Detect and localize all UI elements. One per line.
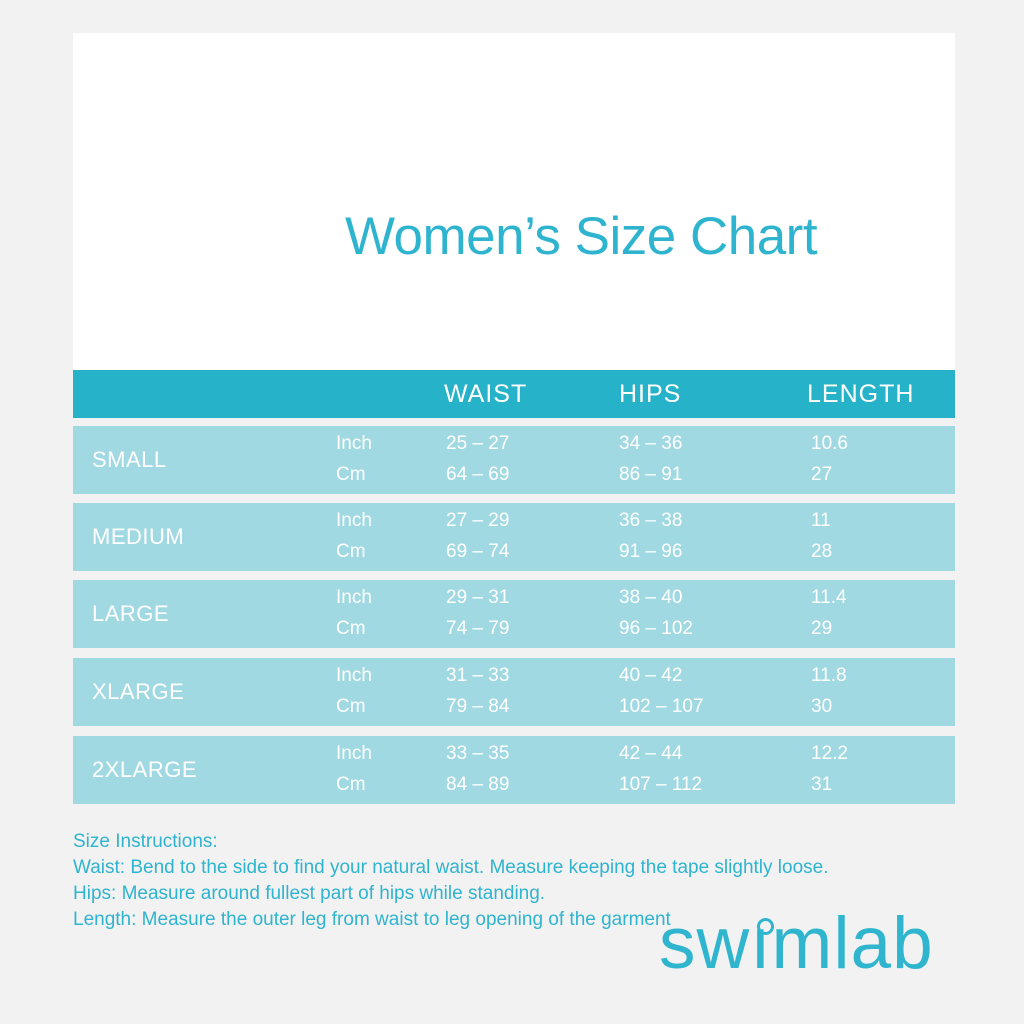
table-row-small: SMALL Inch 25 – 27 34 – 36 10.6 Cm 64 – … bbox=[73, 426, 955, 494]
swimlab-logo: swımlab bbox=[659, 907, 934, 980]
waist-value: 74 – 79 bbox=[446, 618, 510, 639]
cm-line: Cm 69 – 74 91 – 96 28 bbox=[73, 539, 955, 565]
hips-value: 40 – 42 bbox=[619, 665, 683, 686]
waist-value: 64 – 69 bbox=[446, 464, 510, 485]
unit-label: Cm bbox=[336, 618, 366, 639]
unit-label: Cm bbox=[336, 696, 366, 717]
logo-text-part2: mlab bbox=[771, 903, 934, 984]
cm-line: Cm 84 – 89 107 – 112 31 bbox=[73, 772, 955, 798]
title-panel bbox=[73, 33, 955, 370]
length-value: 12.2 bbox=[811, 743, 848, 764]
unit-label: Inch bbox=[336, 665, 372, 686]
size-label: XLARGE bbox=[92, 679, 185, 704]
waist-value: 29 – 31 bbox=[446, 587, 510, 608]
column-header-hips: HIPS bbox=[619, 380, 682, 408]
cm-line: Cm 79 – 84 102 – 107 30 bbox=[73, 694, 955, 720]
size-table-header-bar: WAIST HIPS LENGTH bbox=[73, 370, 955, 418]
size-label: 2XLARGE bbox=[92, 757, 197, 782]
hips-value: 36 – 38 bbox=[619, 510, 683, 531]
hips-value: 96 – 102 bbox=[619, 618, 693, 639]
waist-value: 79 – 84 bbox=[446, 696, 510, 717]
page-title: Women’s Size Chart bbox=[344, 207, 818, 266]
table-row-large: LARGE Inch 29 – 31 38 – 40 11.4 Cm 74 – … bbox=[73, 580, 955, 648]
length-value: 10.6 bbox=[811, 433, 848, 454]
hips-value: 107 – 112 bbox=[619, 774, 703, 795]
logo-text-part1: sw bbox=[659, 903, 751, 984]
length-value: 31 bbox=[811, 774, 833, 795]
hips-value: 34 – 36 bbox=[619, 433, 683, 454]
inch-line: Inch 33 – 35 42 – 44 12.2 bbox=[73, 741, 955, 767]
unit-label: Inch bbox=[336, 743, 372, 764]
hips-value: 86 – 91 bbox=[619, 464, 683, 485]
waist-value: 84 – 89 bbox=[446, 774, 510, 795]
waist-value: 27 – 29 bbox=[446, 510, 510, 531]
length-value: 29 bbox=[811, 618, 833, 639]
hips-value: 38 – 40 bbox=[619, 587, 683, 608]
column-header-length: LENGTH bbox=[807, 380, 915, 408]
hips-instruction: Hips: Measure around fullest part of hip… bbox=[73, 883, 546, 904]
inch-line: Inch 27 – 29 36 – 38 11 bbox=[73, 508, 955, 534]
unit-label: Cm bbox=[336, 774, 366, 795]
length-value: 30 bbox=[811, 696, 833, 717]
size-label: SMALL bbox=[92, 447, 167, 472]
logo-i-dot-ring-icon bbox=[757, 918, 774, 935]
length-value: 11 bbox=[811, 510, 831, 531]
waist-value: 31 – 33 bbox=[446, 665, 510, 686]
hips-value: 91 – 96 bbox=[619, 541, 683, 562]
length-value: 28 bbox=[811, 541, 833, 562]
unit-label: Inch bbox=[336, 587, 372, 608]
length-value: 27 bbox=[811, 464, 833, 485]
inch-line: Inch 29 – 31 38 – 40 11.4 bbox=[73, 585, 955, 611]
table-row-2xlarge: 2XLARGE Inch 33 – 35 42 – 44 12.2 Cm 84 … bbox=[73, 736, 955, 804]
table-row-medium: MEDIUM Inch 27 – 29 36 – 38 11 Cm 69 – 7… bbox=[73, 503, 955, 571]
hips-value: 42 – 44 bbox=[619, 743, 683, 764]
logo-dotless-i: ı bbox=[750, 903, 772, 984]
unit-label: Inch bbox=[336, 433, 372, 454]
waist-instruction: Waist: Bend to the side to find your nat… bbox=[73, 857, 829, 878]
waist-value: 25 – 27 bbox=[446, 433, 510, 454]
size-label: LARGE bbox=[92, 601, 170, 626]
unit-label: Cm bbox=[336, 541, 366, 562]
waist-value: 69 – 74 bbox=[446, 541, 510, 562]
size-instructions-heading: Size Instructions: bbox=[73, 831, 218, 852]
size-instructions: Size Instructions: Waist: Bend to the si… bbox=[73, 829, 873, 933]
length-value: 11.8 bbox=[811, 665, 847, 686]
unit-label: Inch bbox=[336, 510, 372, 531]
length-value: 11.4 bbox=[811, 587, 847, 608]
inch-line: Inch 31 – 33 40 – 42 11.8 bbox=[73, 663, 955, 689]
hips-value: 102 – 107 bbox=[619, 696, 704, 717]
waist-value: 33 – 35 bbox=[446, 743, 510, 764]
table-row-xlarge: XLARGE Inch 31 – 33 40 – 42 11.8 Cm 79 –… bbox=[73, 658, 955, 726]
length-instruction: Length: Measure the outer leg from waist… bbox=[73, 909, 671, 930]
column-header-waist: WAIST bbox=[444, 380, 528, 408]
cm-line: Cm 64 – 69 86 – 91 27 bbox=[73, 462, 955, 488]
unit-label: Cm bbox=[336, 464, 366, 485]
cm-line: Cm 74 – 79 96 – 102 29 bbox=[73, 616, 955, 642]
size-label: MEDIUM bbox=[92, 524, 185, 549]
inch-line: Inch 25 – 27 34 – 36 10.6 bbox=[73, 431, 955, 457]
